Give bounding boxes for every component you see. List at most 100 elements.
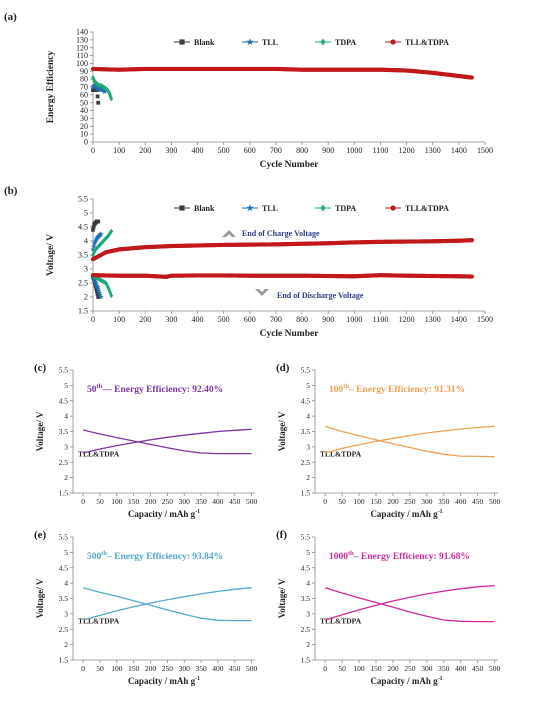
data-point [469,75,475,80]
x-tick-label: 150 [370,497,382,506]
y-tick-label: 3 [64,609,68,618]
y-tick-label: 10 [80,130,88,139]
y-tick-label: 50 [80,98,88,107]
legend-item: TDPA [315,204,356,213]
x-tick-label: 1200 [399,315,415,324]
data-point [109,293,114,299]
x-tick-label: 300 [165,146,177,155]
x-tick-label: 400 [192,146,204,155]
sample-label: TLL&TDPA [78,617,120,626]
x-tick-label: 1100 [373,146,389,155]
x-tick-label: 800 [296,146,308,155]
x-tick-label: 400 [212,664,224,673]
y-tick-label: 5.5 [59,366,69,375]
y-tick-label: 2 [306,640,310,649]
charge-curve [325,425,495,454]
data-point [92,280,99,286]
data-point [95,94,100,99]
x-tick-label: 350 [438,497,450,506]
y-tick-label: 5 [84,209,88,218]
axes: 0 100 200 300 400 500 600 700 800 900 1000 1100 1200… [46,195,493,339]
x-tick-label: 350 [438,664,450,673]
y-tick-label: 90 [80,67,88,76]
x-tick-label: 200 [387,664,399,673]
x-tick-label: 300 [421,664,433,673]
x-tick-label: 350 [195,497,207,506]
legend-item: Blank [174,38,215,47]
y-tick-label: 2 [306,473,310,482]
x-tick-label: 0 [323,497,327,506]
data-point [106,232,111,238]
legend-label: Blank [194,204,215,213]
x-tick-label: 200 [139,146,151,155]
legend-item: TLL&TDPA [385,204,449,213]
plot-title-rest: — Energy Efficiency: 92.40% [101,385,223,395]
x-tick-label: 1200 [399,146,415,155]
y-tick-label: 5.5 [301,366,311,375]
x-tick-label: 50 [338,497,346,506]
x-tick-label: 450 [229,497,241,506]
y-tick-label: 2.5 [78,279,88,288]
x-axis-label-sup: -1 [438,676,443,682]
y-tick-label: 70 [80,83,88,92]
data-point [96,100,101,105]
y-tick-label: 4.5 [301,396,311,405]
x-axis-label-sup: -1 [438,509,443,515]
data-point [100,86,106,92]
plot-title: 50th— Energy Efficiency: 92.40% [87,383,223,395]
data-point [95,285,101,291]
plot-title-rest: – Energy Efficiency: 91.68% [353,552,470,562]
x-tick-label: 100 [113,315,125,324]
discharge-curve [325,587,495,623]
x-tick-label: 1300 [425,315,441,324]
y-tick-label: 4.5 [301,563,311,572]
chart-b: 0 100 200 300 400 500 600 700 800 900 1000 1100 1200… [46,195,493,339]
y-tick-label: 30 [80,114,88,123]
x-tick-label: 300 [179,497,191,506]
arrow-up-icon [222,230,236,237]
legend-marker [390,205,396,211]
y-tick-label: 3 [84,265,88,274]
x-tick-label: 0 [91,315,95,324]
axes: 0 50 100 150 200 250 300 350 400 450 500 1.5 2 2.5 3 3.… [277,533,500,686]
legend-label: TDPA [335,204,356,213]
x-tick-label: 1300 [425,146,441,155]
data-point [108,92,112,98]
data-point [92,278,98,284]
x-tick-label: 600 [244,146,256,155]
x-tick-label: 100 [111,664,123,673]
x-tick-label: 1400 [451,146,467,155]
y-axis-label: Voltage/ V [277,578,287,618]
x-tick-label: 250 [404,497,416,506]
annotation-charge: End of Charge Voltage [242,229,320,238]
plot-title-sup: th [348,550,354,557]
data-point [91,225,96,229]
x-axis-label: Capacity / mAh g-1 [370,509,442,519]
x-tick-label: 350 [195,664,207,673]
data-series [90,66,475,105]
x-tick-label: 100 [113,146,125,155]
plot-title-sup: th [97,383,103,390]
data-point [95,289,99,294]
x-tick-label: 0 [81,664,85,673]
data-point [109,96,114,102]
x-tick-label: 500 [246,497,258,506]
x-tick-label: 500 [489,497,501,506]
data-point [95,292,100,297]
charge-curve [82,587,252,621]
chart-a: 0 100 200 300 400 500 600 700 800 900 1000 1100 1200… [46,28,493,170]
y-tick-label: 5 [306,381,310,390]
x-tick-label: 600 [244,315,256,324]
x-axis-label-sup: -1 [195,676,200,682]
y-tick-label: 5.5 [78,195,88,204]
panel-label: (f) [276,529,287,541]
y-tick-label: 4 [306,412,310,421]
legend-label: TDPA [335,38,356,47]
y-tick-label: 140 [76,28,88,37]
axes: 0 50 100 150 200 250 300 350 400 450 500 1.5 2 2.5 3 3.… [35,366,258,519]
x-tick-label: 50 [96,497,104,506]
discharge-curve [82,587,252,622]
annotations: End of Charge Voltage End of Discharge Vo… [222,229,364,300]
data-point [96,287,102,294]
data-point [102,88,108,95]
